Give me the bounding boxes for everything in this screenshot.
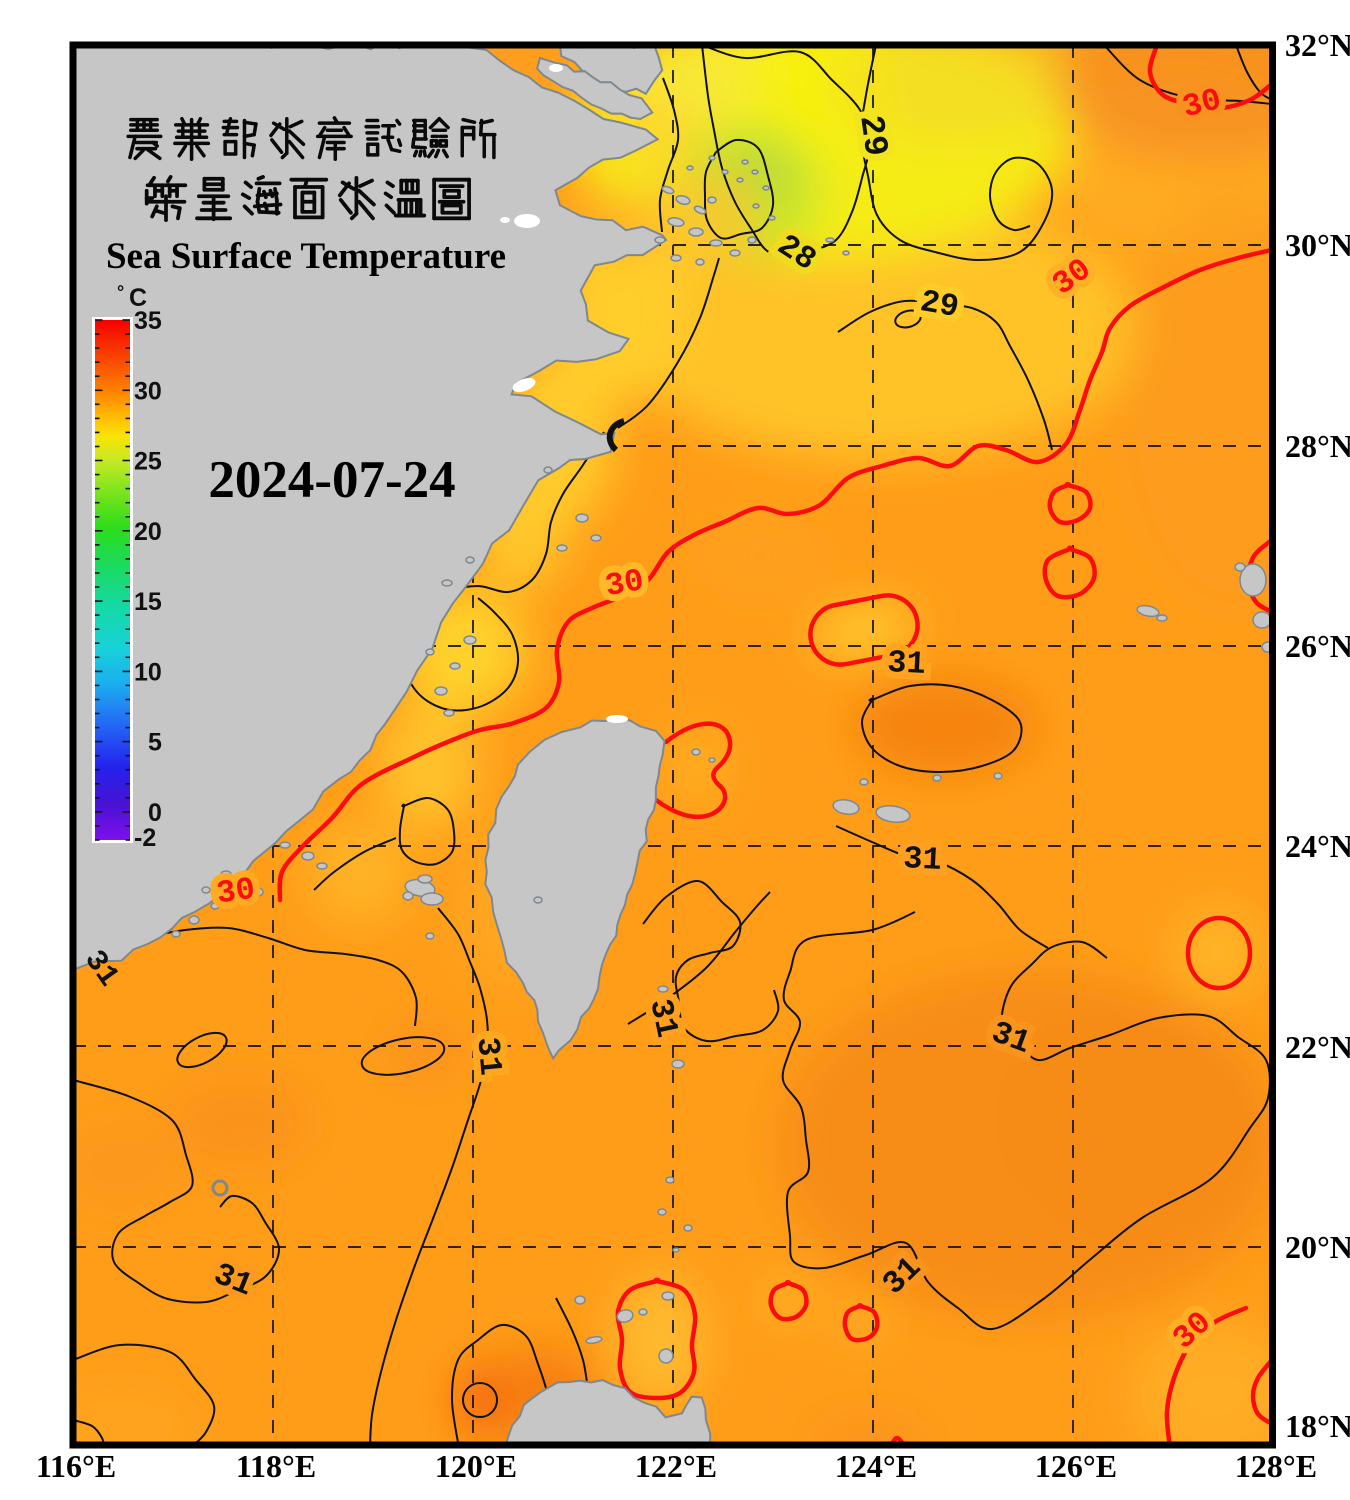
svg-text:-2: -2 — [134, 824, 156, 852]
svg-text:118°E: 118°E — [236, 1448, 316, 1484]
svg-text:31: 31 — [641, 996, 685, 1041]
svg-text:30: 30 — [602, 562, 646, 605]
svg-text:31: 31 — [886, 644, 926, 683]
svg-text:°: ° — [117, 282, 124, 302]
svg-text:124°E: 124°E — [835, 1448, 917, 1484]
svg-text:2024-07-24: 2024-07-24 — [208, 451, 455, 509]
svg-text:31: 31 — [902, 840, 942, 879]
svg-text:25: 25 — [134, 448, 162, 476]
svg-text:10: 10 — [134, 658, 162, 686]
svg-text:26°N: 26°N — [1285, 628, 1350, 664]
svg-text:C: C — [129, 284, 147, 312]
svg-text:116°E: 116°E — [36, 1448, 116, 1484]
svg-text:28°N: 28°N — [1285, 428, 1350, 464]
svg-text:31: 31 — [886, 644, 926, 683]
svg-text:15: 15 — [134, 588, 162, 616]
svg-text:120°E: 120°E — [435, 1448, 517, 1484]
svg-text:128°E: 128°E — [1235, 1448, 1317, 1484]
svg-text:35: 35 — [134, 307, 162, 335]
svg-text:29: 29 — [850, 113, 893, 159]
svg-text:20°N: 20°N — [1285, 1229, 1350, 1265]
svg-text:30: 30 — [1179, 81, 1225, 126]
svg-text:18°N: 18°N — [1285, 1408, 1350, 1444]
svg-text:122°E: 122°E — [635, 1448, 717, 1484]
svg-text:32°N: 32°N — [1285, 27, 1350, 63]
svg-text:29: 29 — [917, 283, 961, 326]
svg-text:22°N: 22°N — [1285, 1029, 1350, 1065]
svg-text:30: 30 — [214, 871, 257, 913]
svg-text:30°N: 30°N — [1285, 227, 1350, 263]
svg-text:20: 20 — [134, 518, 162, 546]
svg-text:Sea Surface Temperature: Sea Surface Temperature — [106, 236, 506, 277]
svg-text:0: 0 — [148, 799, 162, 827]
svg-text:126°E: 126°E — [1035, 1448, 1117, 1484]
svg-text:31: 31 — [468, 1036, 508, 1077]
svg-text:5: 5 — [148, 729, 162, 757]
svg-text:24°N: 24°N — [1285, 828, 1350, 864]
svg-text:30: 30 — [134, 377, 162, 405]
